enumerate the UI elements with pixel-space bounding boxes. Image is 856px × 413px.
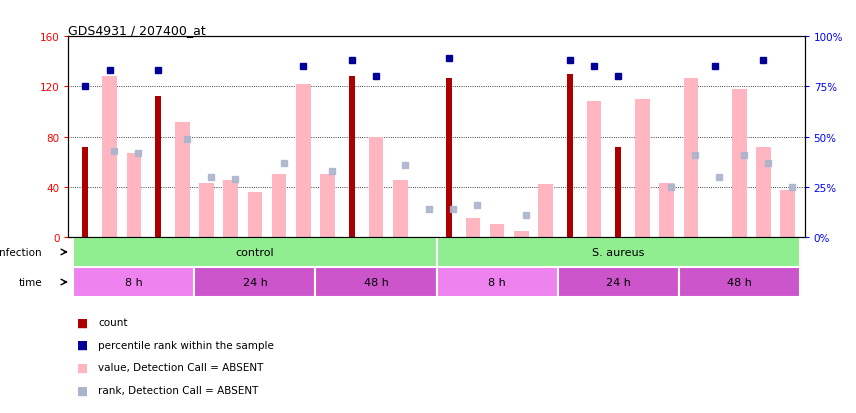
Bar bbox=[74, 267, 194, 297]
Text: count: count bbox=[98, 317, 128, 327]
Bar bbox=[348, 77, 355, 237]
Bar bbox=[155, 97, 161, 237]
Bar bbox=[272, 175, 287, 237]
Text: 24 h: 24 h bbox=[606, 278, 631, 287]
Text: ■: ■ bbox=[77, 384, 88, 397]
Bar bbox=[369, 137, 383, 237]
Bar bbox=[781, 191, 795, 237]
Bar bbox=[296, 85, 311, 237]
Bar bbox=[514, 231, 528, 237]
Text: 8 h: 8 h bbox=[125, 278, 143, 287]
Text: value, Detection Call = ABSENT: value, Detection Call = ABSENT bbox=[98, 363, 264, 373]
Bar bbox=[557, 267, 679, 297]
Bar bbox=[684, 78, 698, 237]
Bar bbox=[247, 192, 262, 237]
Text: percentile rank within the sample: percentile rank within the sample bbox=[98, 340, 274, 350]
Bar bbox=[103, 77, 117, 237]
Bar bbox=[659, 183, 674, 237]
Text: S. aureus: S. aureus bbox=[592, 247, 645, 257]
Text: ■: ■ bbox=[77, 316, 88, 329]
Bar bbox=[635, 100, 650, 237]
Bar bbox=[320, 175, 335, 237]
Bar bbox=[175, 122, 189, 237]
Bar bbox=[437, 237, 800, 267]
Text: 24 h: 24 h bbox=[242, 278, 267, 287]
Bar bbox=[538, 185, 553, 237]
Text: 48 h: 48 h bbox=[364, 278, 389, 287]
Bar bbox=[446, 78, 452, 237]
Text: rank, Detection Call = ABSENT: rank, Detection Call = ABSENT bbox=[98, 385, 259, 395]
Bar bbox=[82, 147, 88, 237]
Bar bbox=[567, 75, 573, 237]
Bar bbox=[490, 225, 504, 237]
Text: infection: infection bbox=[0, 247, 42, 257]
Bar bbox=[466, 218, 480, 237]
Text: 8 h: 8 h bbox=[488, 278, 506, 287]
Bar bbox=[732, 90, 746, 237]
Bar bbox=[199, 183, 214, 237]
Bar bbox=[316, 267, 437, 297]
Bar bbox=[194, 267, 316, 297]
Text: GDS4931 / 207400_at: GDS4931 / 207400_at bbox=[68, 24, 206, 37]
Bar bbox=[586, 102, 601, 237]
Bar bbox=[756, 147, 770, 237]
Bar bbox=[437, 267, 557, 297]
Bar bbox=[393, 181, 407, 237]
Text: control: control bbox=[235, 247, 274, 257]
Text: time: time bbox=[18, 278, 42, 287]
Text: ■: ■ bbox=[77, 338, 88, 351]
Bar bbox=[127, 154, 141, 237]
Text: ■: ■ bbox=[77, 361, 88, 374]
Bar bbox=[615, 147, 621, 237]
Bar bbox=[679, 267, 800, 297]
Bar bbox=[74, 237, 437, 267]
Text: 48 h: 48 h bbox=[727, 278, 752, 287]
Bar bbox=[223, 181, 238, 237]
